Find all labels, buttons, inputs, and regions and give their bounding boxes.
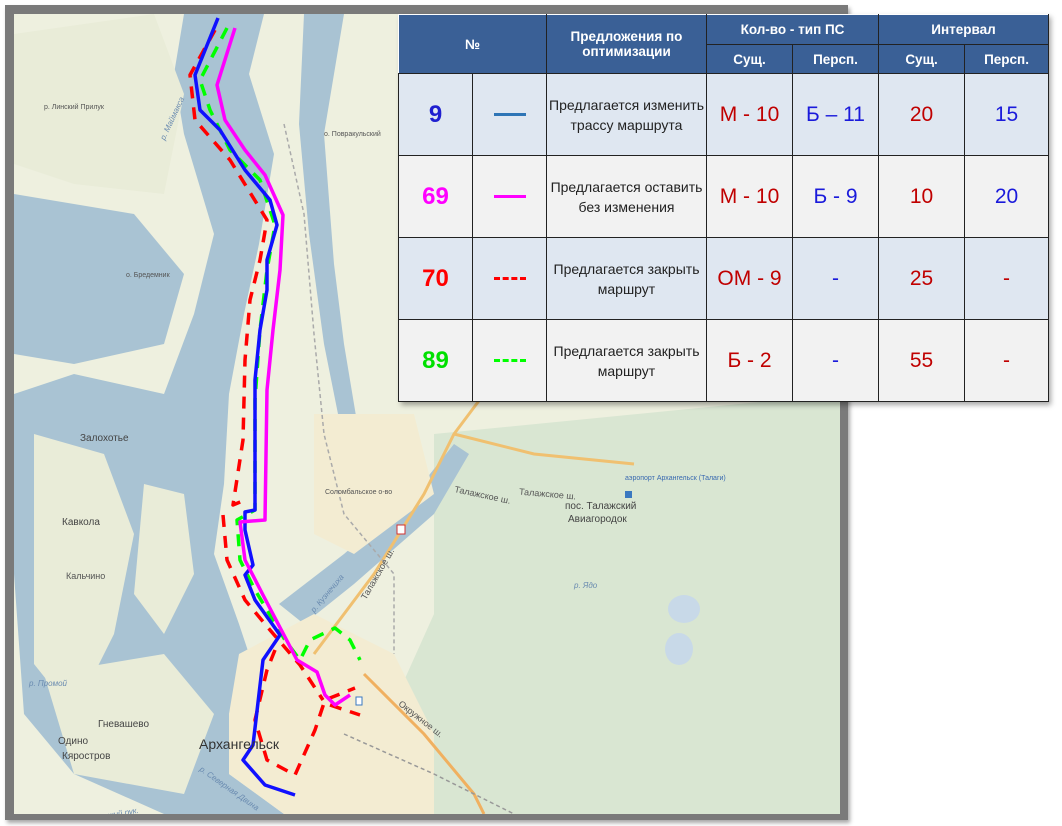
vehicles-current: ОМ - 9 (706, 237, 793, 320)
map-label-kalchino: Кальчино (66, 571, 106, 581)
route-70-line (188, 29, 269, 507)
city-area (229, 614, 434, 814)
lake (668, 595, 700, 623)
river-channel (14, 194, 184, 364)
island (14, 14, 184, 194)
route-number: 89 (398, 319, 473, 402)
map-label-gnevashevo: Гневашево (98, 719, 150, 730)
route-line-legend (472, 237, 547, 320)
route-line-legend (472, 155, 547, 238)
map-label-solombala: Соломбальское о-во (325, 489, 393, 496)
route-9-line (193, 17, 296, 797)
road-talazhskoe (312, 393, 486, 655)
route-number: 69 (398, 155, 473, 238)
island (34, 434, 134, 714)
vehicles-current: Б - 2 (706, 319, 793, 402)
route-number: 9 (398, 73, 473, 156)
interval-prospective: - (964, 237, 1050, 320)
route-optimization-table: № Предложения по оптимизации Кол-во - ти… (398, 14, 1050, 402)
map-canvas (14, 14, 840, 814)
map-label-aviagorodok: Авиагородок (568, 514, 627, 525)
header-vehicles: Кол-во - тип ПС (705, 14, 880, 45)
railway (343, 733, 515, 814)
route-line-legend (472, 73, 547, 156)
table-row: 70 Предлагается закрыть маршрут ОМ - 9 -… (398, 237, 1050, 320)
railway (283, 123, 395, 654)
solid-line-icon (493, 195, 526, 199)
dashed-line-icon (493, 277, 526, 281)
map-label-city: Архангельск (199, 736, 280, 752)
map-label-linsky: р. Линский Прилук (44, 104, 104, 111)
vehicles-prospective: - (791, 237, 880, 320)
header-proposal: Предложения по оптимизации (546, 14, 707, 74)
station-marker (355, 696, 363, 706)
map-label-zalohotye: Залохотье (80, 433, 129, 444)
interval-prospective: 20 (964, 155, 1050, 238)
map-label-kavkola: Кавкола (62, 517, 100, 528)
interval-current: 25 (878, 237, 966, 320)
header-number: № (398, 14, 547, 74)
solid-line-icon (493, 113, 526, 117)
lake (665, 633, 693, 665)
proposal: Предлагается закрыть маршрут (546, 237, 707, 320)
station-marker (396, 524, 406, 535)
map-label-kyarostrov: Кяростров (62, 751, 111, 762)
vehicles-current: М - 10 (706, 73, 793, 156)
map-label-airport: аэропорт Архангельск (Талаги) (625, 475, 726, 482)
map-label-yada: р. Ядо (574, 581, 598, 590)
map-label-odino: Одино (58, 736, 89, 747)
proposal: Предлагается закрыть маршрут (546, 319, 707, 402)
map-label-bredemnik: о. Бредемник (126, 272, 170, 279)
forest-area (344, 394, 840, 814)
header-interval: Интервал (878, 14, 1050, 45)
interval-prospective: - (964, 319, 1050, 402)
city-area (314, 414, 434, 554)
header-interval-current: Сущ. (878, 44, 966, 74)
road-talazhskoe-east (453, 432, 635, 466)
route-70-line (253, 649, 356, 777)
interval-current: 10 (878, 155, 966, 238)
vehicles-prospective: Б – 11 (791, 73, 880, 156)
proposal: Предлагается оставить без изменения (546, 155, 707, 238)
header-vehicles-current: Сущ. (706, 44, 793, 74)
interval-current: 20 (878, 73, 966, 156)
map-label-povrakulsky: о. Повракульский (324, 131, 381, 138)
map-label-promoy: р. Промой (29, 679, 67, 688)
vehicles-current: М - 10 (706, 155, 793, 238)
route-number: 70 (398, 237, 473, 320)
interval-prospective: 15 (964, 73, 1050, 156)
table-row: 69 Предлагается оставить без изменения М… (398, 155, 1050, 238)
table-row: 9 Предлагается изменить трассу маршрута … (398, 73, 1050, 156)
dashed-line-icon (493, 359, 526, 363)
airport-marker (625, 491, 632, 498)
island (134, 484, 194, 634)
table-row: 89 Предлагается закрыть маршрут Б - 2 - … (398, 319, 1050, 402)
route-70-line (221, 514, 325, 701)
header-vehicles-prospective: Персп. (791, 44, 880, 74)
proposal: Предлагается изменить трассу маршрута (546, 73, 707, 156)
map-label-talazh-settlement: пос. Талажский (565, 501, 637, 512)
road-okruzhnoe (362, 672, 486, 814)
route-line-legend (472, 319, 547, 402)
river-maymaksa (299, 14, 359, 444)
vehicles-prospective: - (791, 319, 880, 402)
interval-current: 55 (878, 319, 966, 402)
header-interval-prospective: Персп. (964, 44, 1050, 74)
island (44, 654, 214, 794)
route-69-line (215, 27, 351, 707)
vehicles-prospective: Б - 9 (791, 155, 880, 238)
